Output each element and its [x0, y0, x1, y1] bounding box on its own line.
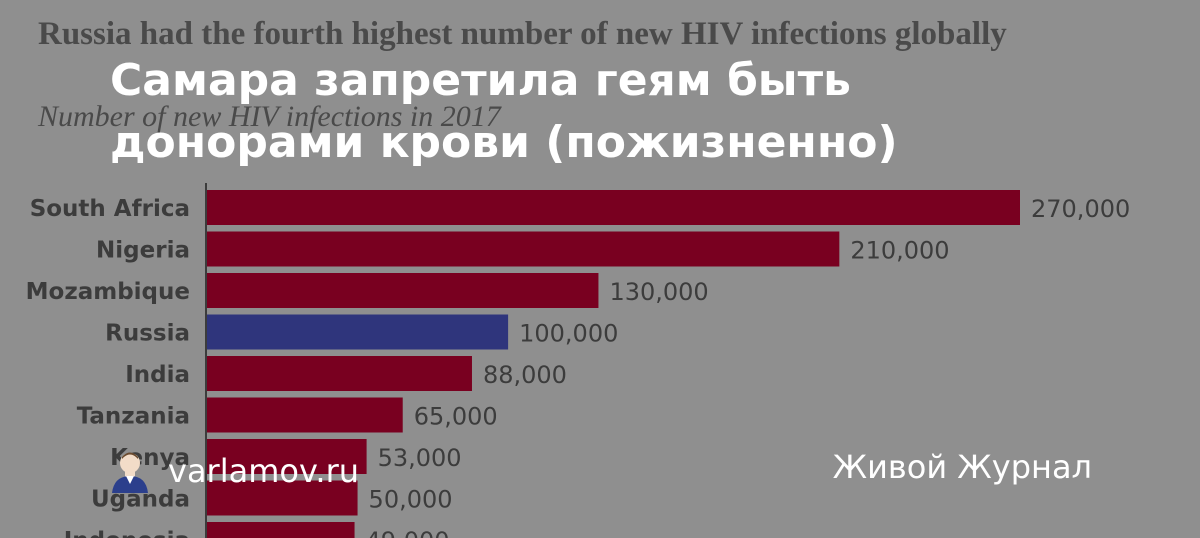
- bar: [207, 273, 599, 308]
- value-label: 88,000: [483, 361, 567, 389]
- value-label: 100,000: [519, 320, 618, 348]
- bar: [207, 397, 403, 433]
- value-label: 65,000: [414, 403, 498, 431]
- bars: South Africa 270,000 Nigeria 210,000 Mozambi…: [26, 190, 1130, 538]
- bar: [207, 522, 355, 538]
- value-label: 210,000: [850, 237, 949, 265]
- category-label: South Africa: [30, 196, 190, 222]
- category-label: Indonesia: [64, 528, 190, 538]
- value-label: 270,000: [1031, 195, 1130, 223]
- chart-subtitle: Number of new HIV infections in 2017: [37, 100, 503, 133]
- value-label: 130,000: [609, 278, 708, 306]
- category-label: India: [125, 362, 190, 388]
- bar: [207, 314, 509, 350]
- bar: [207, 190, 1020, 225]
- chart-title: Russia had the fourth highest number of …: [38, 16, 1007, 52]
- category-label: Russia: [105, 321, 190, 347]
- category-label: Nigeria: [96, 238, 190, 264]
- person-avatar-icon: [112, 452, 148, 493]
- value-label: 50,000: [369, 486, 453, 514]
- bar: [207, 480, 358, 516]
- value-label: 53,000: [378, 444, 462, 472]
- bar: [207, 231, 840, 267]
- author-block[interactable]: varlamov.ru: [108, 446, 359, 496]
- author-name: varlamov.ru: [168, 452, 360, 490]
- article-title[interactable]: Самара запретила геям быть донорами кров…: [110, 55, 898, 168]
- bar: [207, 356, 472, 391]
- category-label: Mozambique: [26, 279, 190, 305]
- category-label: Tanzania: [77, 404, 190, 430]
- value-label: 49,000: [366, 527, 450, 538]
- source-name[interactable]: Живой Журнал: [832, 448, 1092, 486]
- bar: [207, 439, 367, 474]
